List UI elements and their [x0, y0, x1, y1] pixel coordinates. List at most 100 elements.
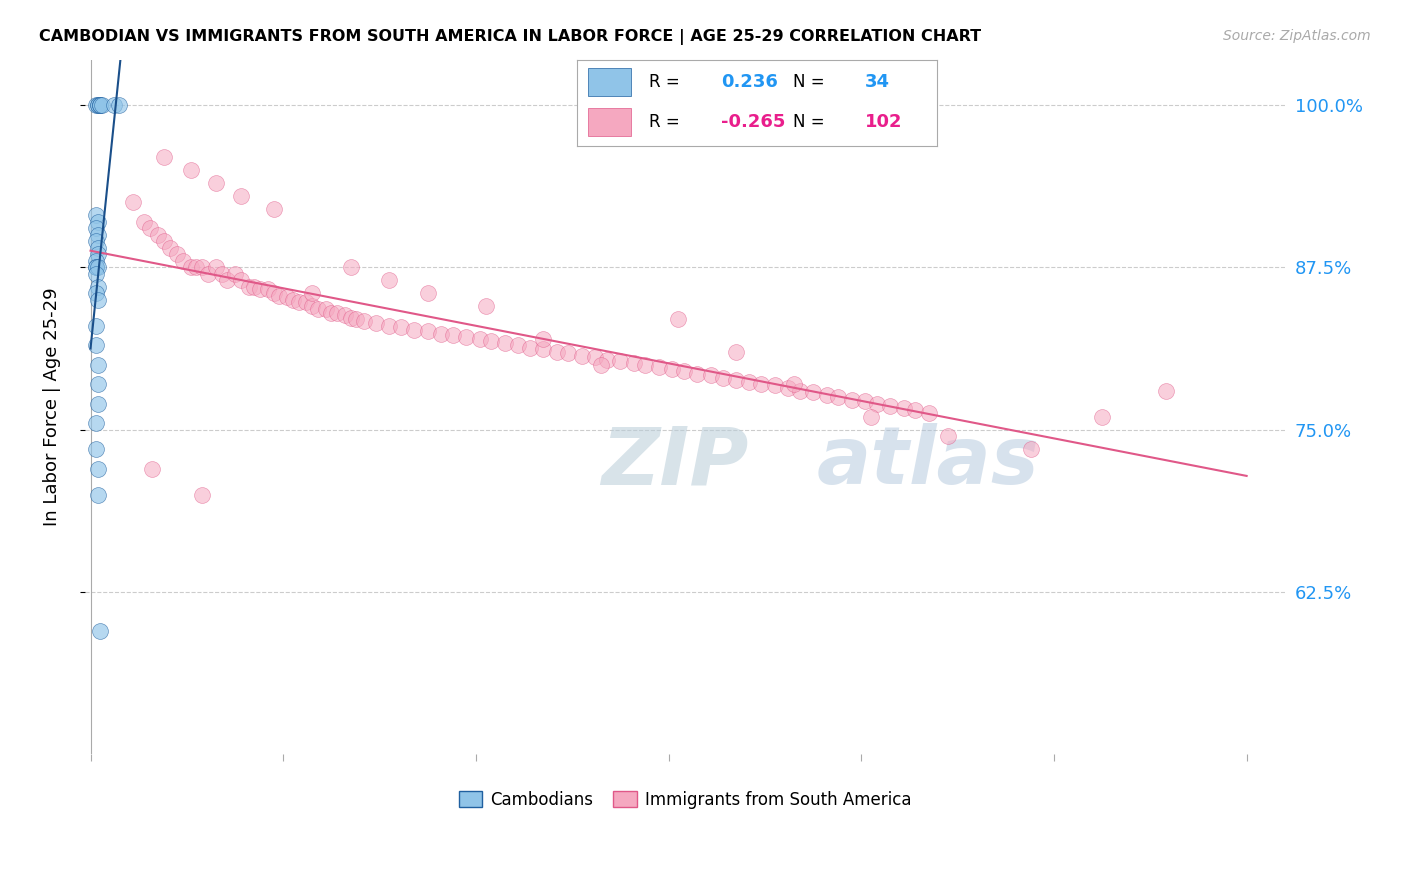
Point	[103, 98, 125, 112]
Point	[89, 98, 111, 112]
Point	[666, 312, 689, 326]
Point	[441, 327, 464, 342]
Point	[84, 98, 107, 112]
Point	[186, 260, 208, 275]
Point	[546, 344, 568, 359]
Point	[827, 390, 849, 404]
Point	[229, 273, 252, 287]
Point	[87, 260, 110, 275]
Point	[87, 487, 110, 501]
Point	[776, 381, 799, 395]
Text: atlas: atlas	[817, 424, 1040, 501]
Point	[918, 406, 941, 420]
Point	[344, 312, 367, 326]
Point	[84, 235, 107, 249]
Point	[87, 280, 110, 294]
Point	[84, 208, 107, 222]
Point	[519, 341, 541, 355]
Text: CAMBODIAN VS IMMIGRANTS FROM SOUTH AMERICA IN LABOR FORCE | AGE 25-29 CORRELATIO: CAMBODIAN VS IMMIGRANTS FROM SOUTH AMERI…	[39, 29, 981, 45]
Point	[84, 267, 107, 281]
Point	[197, 267, 219, 281]
Point	[87, 98, 110, 112]
Point	[1091, 409, 1114, 424]
Point	[87, 358, 110, 372]
Point	[301, 286, 323, 301]
Point	[84, 416, 107, 430]
Point	[711, 370, 734, 384]
Point	[238, 280, 260, 294]
Point	[84, 260, 107, 275]
Text: ZIP: ZIP	[600, 424, 748, 501]
Point	[404, 323, 426, 337]
Point	[307, 301, 329, 316]
Point	[84, 442, 107, 456]
Point	[591, 358, 613, 372]
Point	[389, 320, 412, 334]
Point	[84, 221, 107, 235]
Point	[87, 461, 110, 475]
Point	[87, 397, 110, 411]
Point	[531, 342, 554, 356]
Point	[122, 195, 145, 210]
Point	[191, 487, 214, 501]
Point	[295, 295, 318, 310]
Point	[1019, 442, 1042, 456]
Point	[87, 293, 110, 307]
Point	[531, 332, 554, 346]
Point	[686, 367, 709, 381]
Point	[152, 235, 174, 249]
Point	[87, 377, 110, 392]
Point	[508, 338, 530, 352]
Point	[623, 356, 645, 370]
Point	[416, 286, 439, 301]
Point	[474, 299, 496, 313]
Point	[661, 361, 683, 376]
Point	[724, 344, 747, 359]
Point	[89, 98, 111, 112]
Point	[224, 267, 246, 281]
Point	[146, 227, 169, 242]
Point	[333, 309, 356, 323]
Point	[866, 397, 889, 411]
Point	[763, 378, 786, 392]
Point	[134, 215, 156, 229]
Point	[87, 241, 110, 255]
Point	[256, 282, 278, 296]
Point	[263, 202, 285, 216]
Point	[211, 267, 233, 281]
Point	[84, 253, 107, 268]
Point	[263, 286, 285, 301]
Point	[152, 150, 174, 164]
Point	[84, 286, 107, 301]
Point	[783, 377, 806, 392]
Point	[87, 247, 110, 261]
Point	[853, 394, 876, 409]
Text: Source: ZipAtlas.com: Source: ZipAtlas.com	[1223, 29, 1371, 43]
Point	[648, 360, 671, 375]
Point	[378, 273, 401, 287]
Point	[301, 299, 323, 313]
Point	[364, 316, 387, 330]
Point	[269, 289, 291, 303]
Point	[84, 318, 107, 333]
Point	[879, 399, 901, 413]
Point	[672, 364, 695, 378]
Point	[430, 326, 453, 341]
Point	[634, 358, 657, 372]
Point	[815, 387, 838, 401]
Point	[416, 324, 439, 338]
Point	[456, 330, 478, 344]
Point	[789, 384, 811, 398]
Point	[204, 260, 226, 275]
Point	[339, 260, 361, 275]
Point	[378, 318, 401, 333]
Point	[139, 221, 162, 235]
Point	[315, 301, 337, 316]
Point	[326, 306, 349, 320]
Point	[229, 189, 252, 203]
Point	[141, 461, 163, 475]
Point	[321, 306, 343, 320]
Point	[217, 273, 239, 287]
Point	[166, 247, 188, 261]
Point	[353, 313, 375, 327]
